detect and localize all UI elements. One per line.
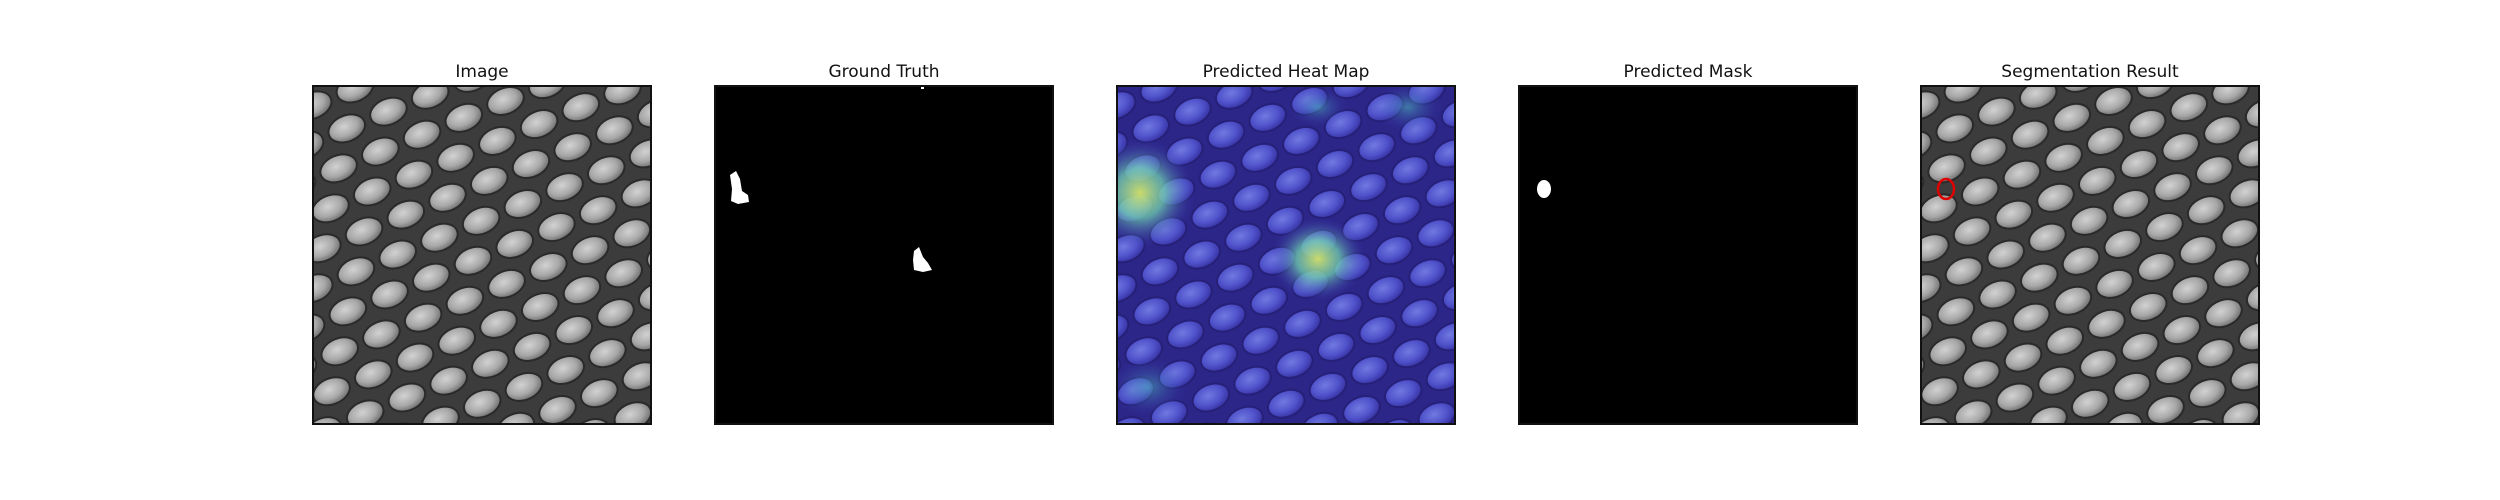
metal-mesh-texture-icon bbox=[314, 87, 650, 423]
panel-heat-map: Predicted Heat Map bbox=[1116, 60, 1456, 425]
binary-defect-mask-icon bbox=[716, 87, 1052, 423]
segmentation-frame bbox=[1920, 85, 2260, 425]
defect-blob bbox=[730, 171, 749, 204]
panel-segmentation-result: Segmentation Result bbox=[1920, 60, 2260, 425]
heat-map-frame bbox=[1116, 85, 1456, 425]
predicted-mask-frame bbox=[1518, 85, 1858, 425]
panel-title: Image bbox=[455, 62, 509, 82]
panel-predicted-mask: Predicted Mask bbox=[1518, 60, 1858, 425]
predicted-blob bbox=[1537, 180, 1551, 198]
panel-title: Segmentation Result bbox=[2001, 62, 2179, 82]
panel-title: Ground Truth bbox=[828, 62, 940, 82]
ground-truth-frame bbox=[714, 85, 1054, 425]
defect-contour bbox=[1936, 177, 1956, 201]
panel-ground-truth: Ground Truth bbox=[714, 60, 1054, 425]
panel-title: Predicted Mask bbox=[1623, 62, 1753, 82]
image-frame bbox=[312, 85, 652, 425]
mesh-with-red-contour-icon bbox=[1922, 87, 2258, 423]
binary-predicted-mask-icon bbox=[1520, 87, 1856, 423]
anomaly-heat-map-icon bbox=[1118, 87, 1454, 423]
panel-title: Predicted Heat Map bbox=[1202, 62, 1370, 82]
defect-blob bbox=[913, 247, 932, 272]
panel-image: Image bbox=[312, 60, 652, 425]
